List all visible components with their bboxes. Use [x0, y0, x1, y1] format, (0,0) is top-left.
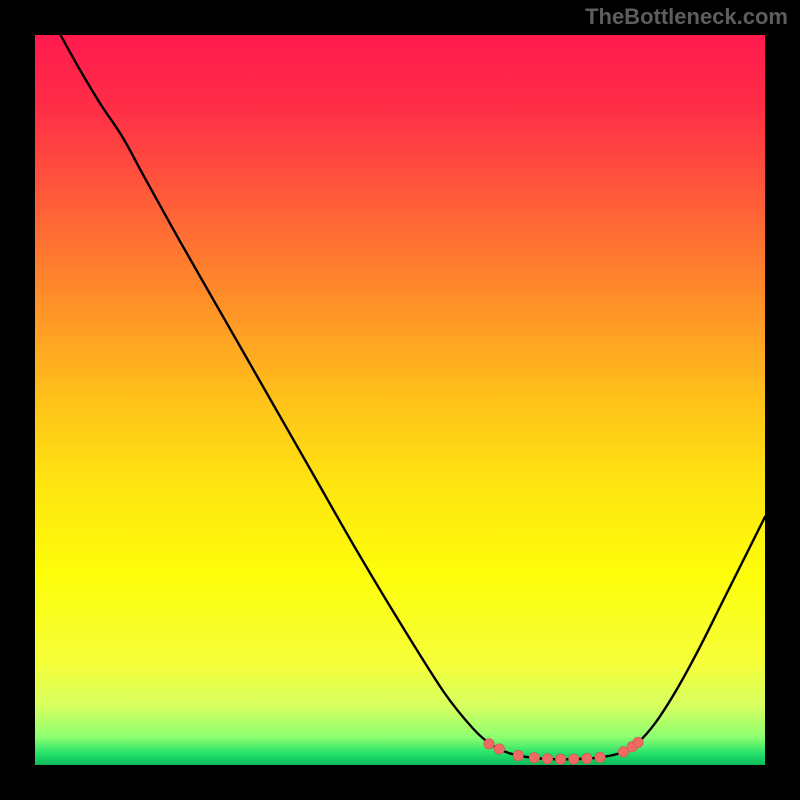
chart-frame: TheBottleneck.com	[0, 0, 800, 800]
curve-marker	[555, 754, 565, 764]
curve-marker	[484, 739, 494, 749]
curve-marker	[582, 753, 592, 763]
curve-marker	[513, 750, 523, 760]
watermark-label: TheBottleneck.com	[585, 4, 788, 30]
curve-marker	[633, 737, 643, 747]
curve-marker	[529, 753, 539, 763]
curve-marker	[595, 752, 605, 762]
curve-marker	[569, 754, 579, 764]
curve-marker	[494, 744, 504, 754]
plot-background	[35, 35, 765, 765]
curve-marker	[542, 754, 552, 764]
bottleneck-curve-chart	[0, 0, 800, 800]
